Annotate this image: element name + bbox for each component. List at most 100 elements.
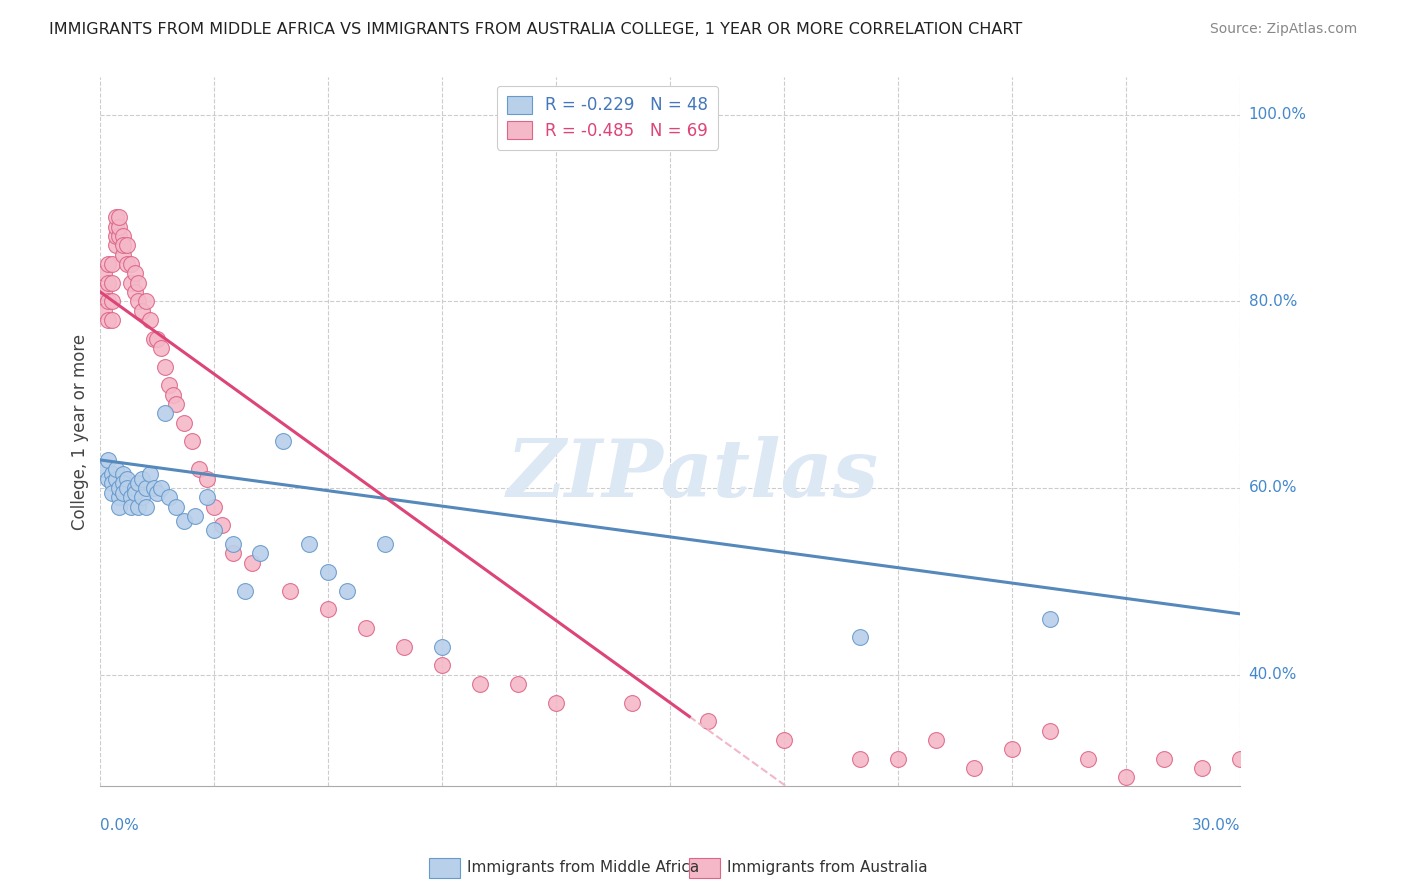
Point [249,546,271,560]
Point [127,294,149,309]
Point [887,751,910,765]
Point [470,677,492,691]
Point [108,500,131,514]
Point [318,602,340,616]
Point [120,500,142,514]
Point [115,238,138,252]
Point [165,397,187,411]
Point [131,303,153,318]
Point [124,485,146,500]
Point [271,434,294,449]
Point [104,229,127,244]
Point [97,313,120,327]
Point [108,229,131,244]
Point [1153,751,1175,765]
Text: Immigrants from Middle Africa: Immigrants from Middle Africa [467,861,699,875]
Point [157,490,180,504]
Point [108,481,131,495]
Point [180,434,202,449]
Y-axis label: College, 1 year or more: College, 1 year or more [72,334,89,530]
Point [508,677,530,691]
Point [127,500,149,514]
Point [124,285,146,299]
Point [104,462,127,476]
Point [150,481,173,495]
Point [135,294,157,309]
Text: Immigrants from Australia: Immigrants from Australia [727,861,928,875]
Point [146,332,169,346]
Point [112,238,135,252]
Point [100,467,122,481]
Text: 100.0%: 100.0% [1249,107,1306,122]
Point [1115,770,1137,784]
Point [963,761,986,775]
Text: IMMIGRANTS FROM MIDDLE AFRICA VS IMMIGRANTS FROM AUSTRALIA COLLEGE, 1 YEAR OR MO: IMMIGRANTS FROM MIDDLE AFRICA VS IMMIGRA… [49,22,1022,37]
Point [131,490,153,504]
Point [100,257,122,271]
Point [432,658,454,673]
Point [108,490,131,504]
Point [195,490,218,504]
Text: 0.0%: 0.0% [100,818,139,833]
Point [100,476,122,491]
Point [108,219,131,234]
Point [1229,751,1251,765]
Text: 80.0%: 80.0% [1249,293,1296,309]
Point [127,476,149,491]
Point [1191,761,1213,775]
Point [115,257,138,271]
Point [280,583,302,598]
Point [97,294,120,309]
Point [127,276,149,290]
Point [97,453,120,467]
Point [394,640,416,654]
Point [1001,742,1024,756]
Point [153,359,176,374]
Point [374,537,396,551]
Point [1039,611,1062,625]
Point [173,416,195,430]
Point [131,472,153,486]
Point [97,257,120,271]
Point [150,341,173,355]
Point [135,481,157,495]
Point [157,378,180,392]
Point [546,696,568,710]
Point [93,462,115,476]
Point [925,732,948,747]
Point [120,490,142,504]
Text: 30.0%: 30.0% [1192,818,1240,833]
Point [112,248,135,262]
Point [97,276,120,290]
Point [849,630,872,644]
Point [211,518,233,533]
Point [195,472,218,486]
Point [104,472,127,486]
Point [135,500,157,514]
Point [222,546,245,560]
Point [93,266,115,280]
Point [188,462,211,476]
Point [93,285,115,299]
Point [139,467,162,481]
Point [100,313,122,327]
Point [298,537,321,551]
Point [124,266,146,280]
Point [112,229,135,244]
Point [173,514,195,528]
Point [318,565,340,579]
Point [202,523,225,537]
Point [104,238,127,252]
Point [120,276,142,290]
Point [773,732,796,747]
Point [93,303,115,318]
Point [142,481,165,495]
Text: 60.0%: 60.0% [1249,481,1298,495]
Point [112,485,135,500]
Point [104,219,127,234]
Point [356,621,378,635]
Point [432,640,454,654]
Text: ZIPatlas: ZIPatlas [508,436,879,513]
Text: Source: ZipAtlas.com: Source: ZipAtlas.com [1209,22,1357,37]
Point [697,714,720,729]
